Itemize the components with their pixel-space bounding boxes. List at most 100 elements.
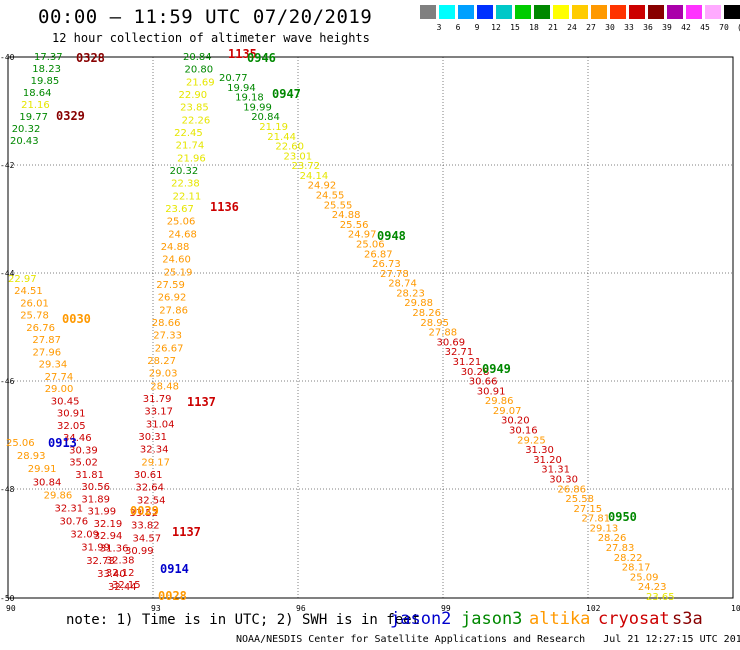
wave-height-value: 32.94 bbox=[94, 531, 123, 542]
wave-height-value: 19.85 bbox=[31, 76, 60, 87]
wave-height-value: 28.23 bbox=[396, 288, 425, 299]
footer-credit: NOAA/NESDIS Center for Satellite Applica… bbox=[236, 634, 740, 645]
legend-swatch bbox=[496, 5, 512, 19]
wave-height-value: 24.23 bbox=[638, 582, 667, 593]
wave-height-value: 30.28 bbox=[461, 367, 490, 378]
wave-height-value: 25.58 bbox=[565, 494, 594, 505]
wave-height-value: 29.91 bbox=[28, 464, 57, 475]
latitude-label: -50 bbox=[0, 594, 15, 603]
longitude-label: 90 bbox=[6, 604, 16, 613]
wave-height-value: 29.03 bbox=[149, 369, 178, 380]
wave-height-value: 26.86 bbox=[557, 484, 586, 495]
wave-height-value: 24.60 bbox=[162, 255, 191, 266]
wave-height-value: 35.02 bbox=[69, 458, 98, 469]
wave-height-value: 31.30 bbox=[525, 445, 554, 456]
wave-height-value: 19.18 bbox=[235, 93, 264, 104]
wave-height-value: 32.19 bbox=[94, 519, 123, 530]
map-grid bbox=[8, 57, 733, 598]
wave-height-value: 27.86 bbox=[159, 305, 188, 316]
wave-height-value: 19.99 bbox=[243, 102, 272, 113]
wave-height-value: 27.59 bbox=[156, 280, 185, 291]
legend-level-label: 12 bbox=[491, 23, 501, 32]
wave-height-value: 29.88 bbox=[404, 298, 433, 309]
latitude-label: -42 bbox=[0, 161, 15, 170]
wave-height-value: 27.15 bbox=[574, 504, 603, 515]
wave-height-value: 29.25 bbox=[517, 435, 546, 446]
wave-height-value: 21.19 bbox=[259, 122, 288, 133]
wave-height-value: 30.30 bbox=[549, 475, 578, 486]
wave-height-value: 30.91 bbox=[57, 409, 86, 420]
wave-height-value: 31.21 bbox=[453, 357, 482, 368]
longitude-label: 93 bbox=[151, 604, 161, 613]
legend-swatch bbox=[515, 5, 531, 19]
satellite-legend-altika: altika bbox=[529, 609, 591, 629]
wave-height-value: 34.46 bbox=[63, 433, 92, 444]
legend-swatch bbox=[477, 5, 493, 19]
wave-height-value: 20.77 bbox=[219, 73, 248, 84]
wave-height-value: 26.01 bbox=[20, 299, 49, 310]
legend-swatch bbox=[724, 5, 740, 19]
pass-time-label: 0946 bbox=[247, 51, 276, 65]
wave-height-value: 24.97 bbox=[348, 230, 377, 241]
wave-height-value: 22.45 bbox=[174, 128, 203, 139]
wave-height-value: 28.66 bbox=[152, 318, 181, 329]
legend-swatch bbox=[534, 5, 550, 19]
wave-height-value: 30.16 bbox=[509, 426, 538, 437]
wave-height-value: 30.84 bbox=[33, 477, 62, 488]
timestamp-text: Jul 21 12:27:15 UTC 2019 bbox=[603, 634, 740, 645]
wave-height-value: 28.48 bbox=[150, 381, 179, 392]
wave-height-value: 19.94 bbox=[227, 83, 256, 94]
wave-height-value: 33.52 bbox=[130, 508, 159, 519]
wave-height-value: 22.26 bbox=[182, 115, 211, 126]
legend-swatch bbox=[705, 5, 721, 19]
wave-height-value: 31.89 bbox=[81, 494, 110, 505]
legend-level-label: 33 bbox=[624, 23, 634, 32]
longitude-label: 105 bbox=[731, 604, 740, 613]
wave-height-value: 22.60 bbox=[275, 142, 304, 153]
wave-height-value: 24.68 bbox=[168, 229, 197, 240]
wave-height-value: 27.74 bbox=[45, 372, 74, 383]
pass-time-label: 0028 bbox=[158, 589, 187, 603]
wave-height-value: 24.88 bbox=[332, 210, 361, 221]
wave-height-value: 28.74 bbox=[388, 279, 417, 290]
legend-level-label: 9 bbox=[474, 23, 480, 32]
wave-height-value: 30.91 bbox=[477, 386, 506, 397]
wave-height-value: 19.77 bbox=[19, 112, 48, 123]
wave-height-value: 21.44 bbox=[267, 132, 296, 143]
satellite-legend-s3a: s3a bbox=[672, 609, 703, 629]
wave-height-value: 32.09 bbox=[70, 530, 99, 541]
wave-height-value: 30.39 bbox=[69, 445, 98, 456]
wave-height-value: 33.82 bbox=[131, 521, 160, 532]
legend-swatch bbox=[553, 5, 569, 19]
latitude-label: -46 bbox=[0, 377, 15, 386]
wave-height-value: 23.65 bbox=[646, 592, 675, 603]
wave-height-value: 31.81 bbox=[75, 470, 104, 481]
legend-swatch bbox=[591, 5, 607, 19]
wave-height-value: 30.31 bbox=[138, 432, 167, 443]
wave-height-value: 30.56 bbox=[81, 482, 110, 493]
satellite-legend-jason3: jason3 bbox=[461, 609, 523, 629]
wave-height-value: 21.16 bbox=[21, 100, 50, 111]
satellite-legend-jason2: jason2 bbox=[390, 609, 452, 629]
latitude-label: -44 bbox=[0, 269, 15, 278]
wave-height-value: 32.71 bbox=[445, 347, 474, 358]
pass-time-label: 0029 bbox=[130, 504, 159, 518]
wave-height-value: 30.76 bbox=[60, 517, 89, 528]
wave-height-value: 27.33 bbox=[153, 331, 182, 342]
legend-level-label: 3 bbox=[436, 23, 442, 32]
wave-height-value: 31.99 bbox=[88, 507, 117, 518]
wave-height-value: 20.84 bbox=[183, 52, 212, 63]
wave-height-value: 25.55 bbox=[324, 200, 353, 211]
wave-height-value: 21.96 bbox=[177, 153, 206, 164]
legend-level-label: 27 bbox=[586, 23, 596, 32]
pass-time-label: 0948 bbox=[377, 229, 406, 243]
wave-height-value: 21.69 bbox=[186, 77, 215, 88]
pass-time-label: 0913 bbox=[48, 436, 77, 450]
longitude-label: 96 bbox=[296, 604, 306, 613]
wave-height-value: 32.44 bbox=[108, 582, 137, 593]
legend-swatch bbox=[629, 5, 645, 19]
legend-level-label: 45 bbox=[700, 23, 710, 32]
